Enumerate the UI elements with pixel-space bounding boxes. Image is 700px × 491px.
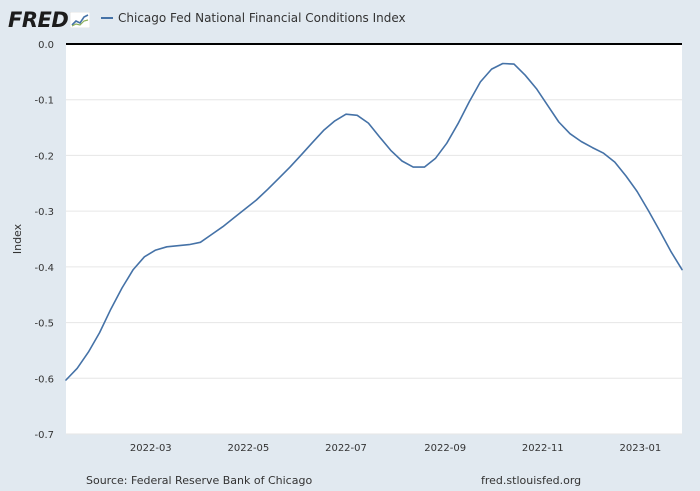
y-tick-label: 0.0 (38, 40, 54, 51)
series-group (65, 62, 683, 381)
series-line[interactable] (65, 62, 683, 381)
x-tick-label: 2022-11 (522, 443, 564, 454)
source-url[interactable]: fred.stlouisfed.org (481, 474, 582, 487)
source-note: Source: Federal Reserve Bank of Chicago (86, 474, 313, 487)
legend[interactable]: Chicago Fed National Financial Condition… (101, 11, 406, 25)
logo-text: FRED (8, 8, 69, 32)
y-axis-label: Index (11, 223, 24, 254)
fred-logo[interactable]: FRED (8, 6, 91, 34)
x-tick-label: 2023-01 (620, 443, 662, 454)
x-tick-label: 2022-03 (130, 443, 172, 454)
legend-swatch (101, 17, 113, 19)
y-tick-label: -0.2 (34, 151, 54, 162)
x-tick-label: 2022-05 (228, 443, 270, 454)
x-tick-label: 2022-09 (424, 443, 466, 454)
y-tick-label: -0.6 (34, 374, 54, 385)
y-tick-label: -0.5 (34, 319, 54, 330)
y-tick-label: -0.3 (34, 207, 54, 218)
logo-chart-icon (70, 12, 91, 28)
x-tick-label: 2022-07 (325, 443, 367, 454)
legend-label: Chicago Fed National Financial Condition… (118, 11, 406, 25)
y-axis-ticks: 0.0 -0.1 -0.2 -0.3 -0.4 -0.5 -0.6 -0.7 (34, 40, 54, 441)
y-tick-label: -0.7 (34, 430, 54, 441)
plot-area (66, 44, 682, 434)
y-tick-label: -0.1 (34, 96, 54, 107)
gridlines (66, 43, 682, 435)
y-tick-label: -0.4 (34, 263, 54, 274)
x-axis-ticks: 2022-03 2022-05 2022-07 2022-09 2022-11 2023-… (130, 443, 661, 454)
